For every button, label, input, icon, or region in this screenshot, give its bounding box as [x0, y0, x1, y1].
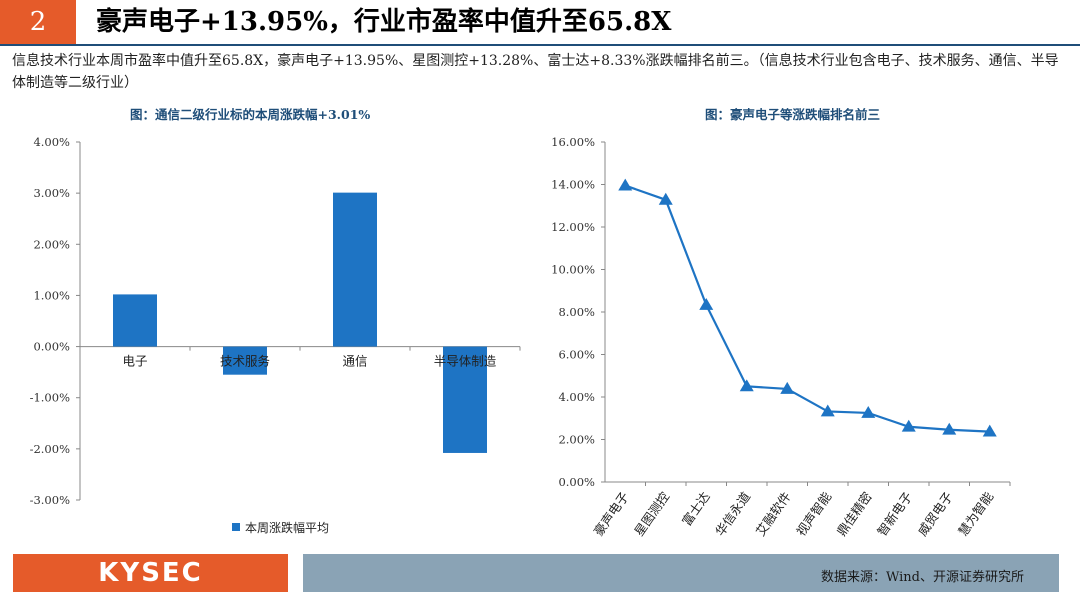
y-tick-label: 16.00%: [551, 135, 595, 149]
y-tick-label: 14.00%: [551, 178, 595, 192]
y-tick-label: 0.00%: [33, 340, 70, 354]
x-category-label: 智新电子: [874, 489, 915, 539]
legend-label: 本周涨跌幅平均: [245, 520, 329, 535]
x-category-label: 富士达: [679, 489, 713, 529]
x-category-label: 威贸电子: [915, 489, 956, 539]
triangle-marker: [861, 405, 876, 418]
bar: [333, 192, 377, 347]
triangle-marker: [982, 424, 997, 437]
bar-chart: 4.00% 3.00% 2.00% 1.00% 0.00% -1.00% -2.00% -3.…: [30, 135, 521, 535]
y-tick-label: 3.00%: [33, 186, 70, 200]
triangle-marker: [739, 379, 754, 392]
y-tick-label: 10.00%: [551, 263, 595, 277]
y-tick-label: 2.00%: [33, 237, 70, 251]
y-tick-label: 4.00%: [33, 135, 70, 149]
x-category-label: 半导体制造: [434, 354, 497, 369]
kysec-logo: KYSEC: [98, 558, 203, 588]
y-tick-label: 1.00%: [33, 288, 70, 302]
data-source: 数据来源：Wind、开源证券研究所: [821, 570, 1024, 585]
section-number: 2: [0, 0, 76, 44]
bar: [113, 294, 157, 347]
footer-logo-box: [13, 554, 288, 592]
y-tick-label: 12.00%: [551, 220, 595, 234]
y-tick-label: 4.00%: [558, 390, 595, 404]
x-category-label: 华信永道: [712, 489, 753, 539]
right-chart-title: 图：豪声电子等涨跌幅排名前三: [705, 107, 881, 122]
left-chart-title: 图：通信二级行业标的本周涨跌幅+3.01%: [130, 107, 371, 122]
x-category-label: 鼎佳精密: [834, 489, 875, 539]
x-category-label: 视声智能: [793, 489, 834, 539]
triangle-marker: [699, 297, 714, 310]
triangle-marker: [901, 419, 916, 432]
triangle-marker: [820, 404, 835, 417]
x-category-label: 技术服务: [220, 354, 270, 369]
x-category-label: 慧为智能: [955, 489, 996, 539]
triangle-marker: [658, 192, 673, 205]
y-tick-label: -1.00%: [30, 391, 70, 405]
triangle-marker: [942, 422, 957, 435]
legend-swatch: [232, 523, 240, 531]
page-title: 豪声电子+13.95%，行业市盈率中值升至65.8X: [96, 7, 672, 37]
bar: [443, 346, 487, 453]
footer-bar: [303, 554, 1059, 592]
line-chart: 16.00% 14.00% 12.00% 10.00% 8.00% 6.00% 4.00% 2…: [551, 135, 1011, 539]
bar: [223, 346, 267, 375]
y-tick-label: 8.00%: [558, 305, 595, 319]
title-bar: 2 豪声电子+13.95%，行业市盈率中值升至65.8X: [0, 0, 1080, 44]
x-category-label: 星图测控: [631, 489, 672, 539]
x-category-label: 电子: [122, 354, 147, 369]
y-tick-label: -2.00%: [30, 442, 70, 456]
triangle-marker: [618, 178, 633, 191]
series-line: [624, 184, 990, 433]
summary-text: 信息技术行业本周市盈率中值升至65.8X，豪声电子+13.95%、星图测控+13…: [12, 53, 1059, 91]
x-category-label: 通信: [342, 354, 367, 369]
x-category-label: 豪声电子: [591, 489, 632, 539]
title-divider: [0, 44, 1080, 46]
x-category-label: 艾融软件: [753, 489, 794, 539]
y-tick-label: 0.00%: [558, 475, 595, 489]
triangle-marker: [780, 381, 795, 394]
y-tick-label: 2.00%: [558, 433, 595, 447]
y-tick-label: -3.00%: [30, 493, 70, 507]
y-tick-label: 6.00%: [558, 348, 595, 362]
